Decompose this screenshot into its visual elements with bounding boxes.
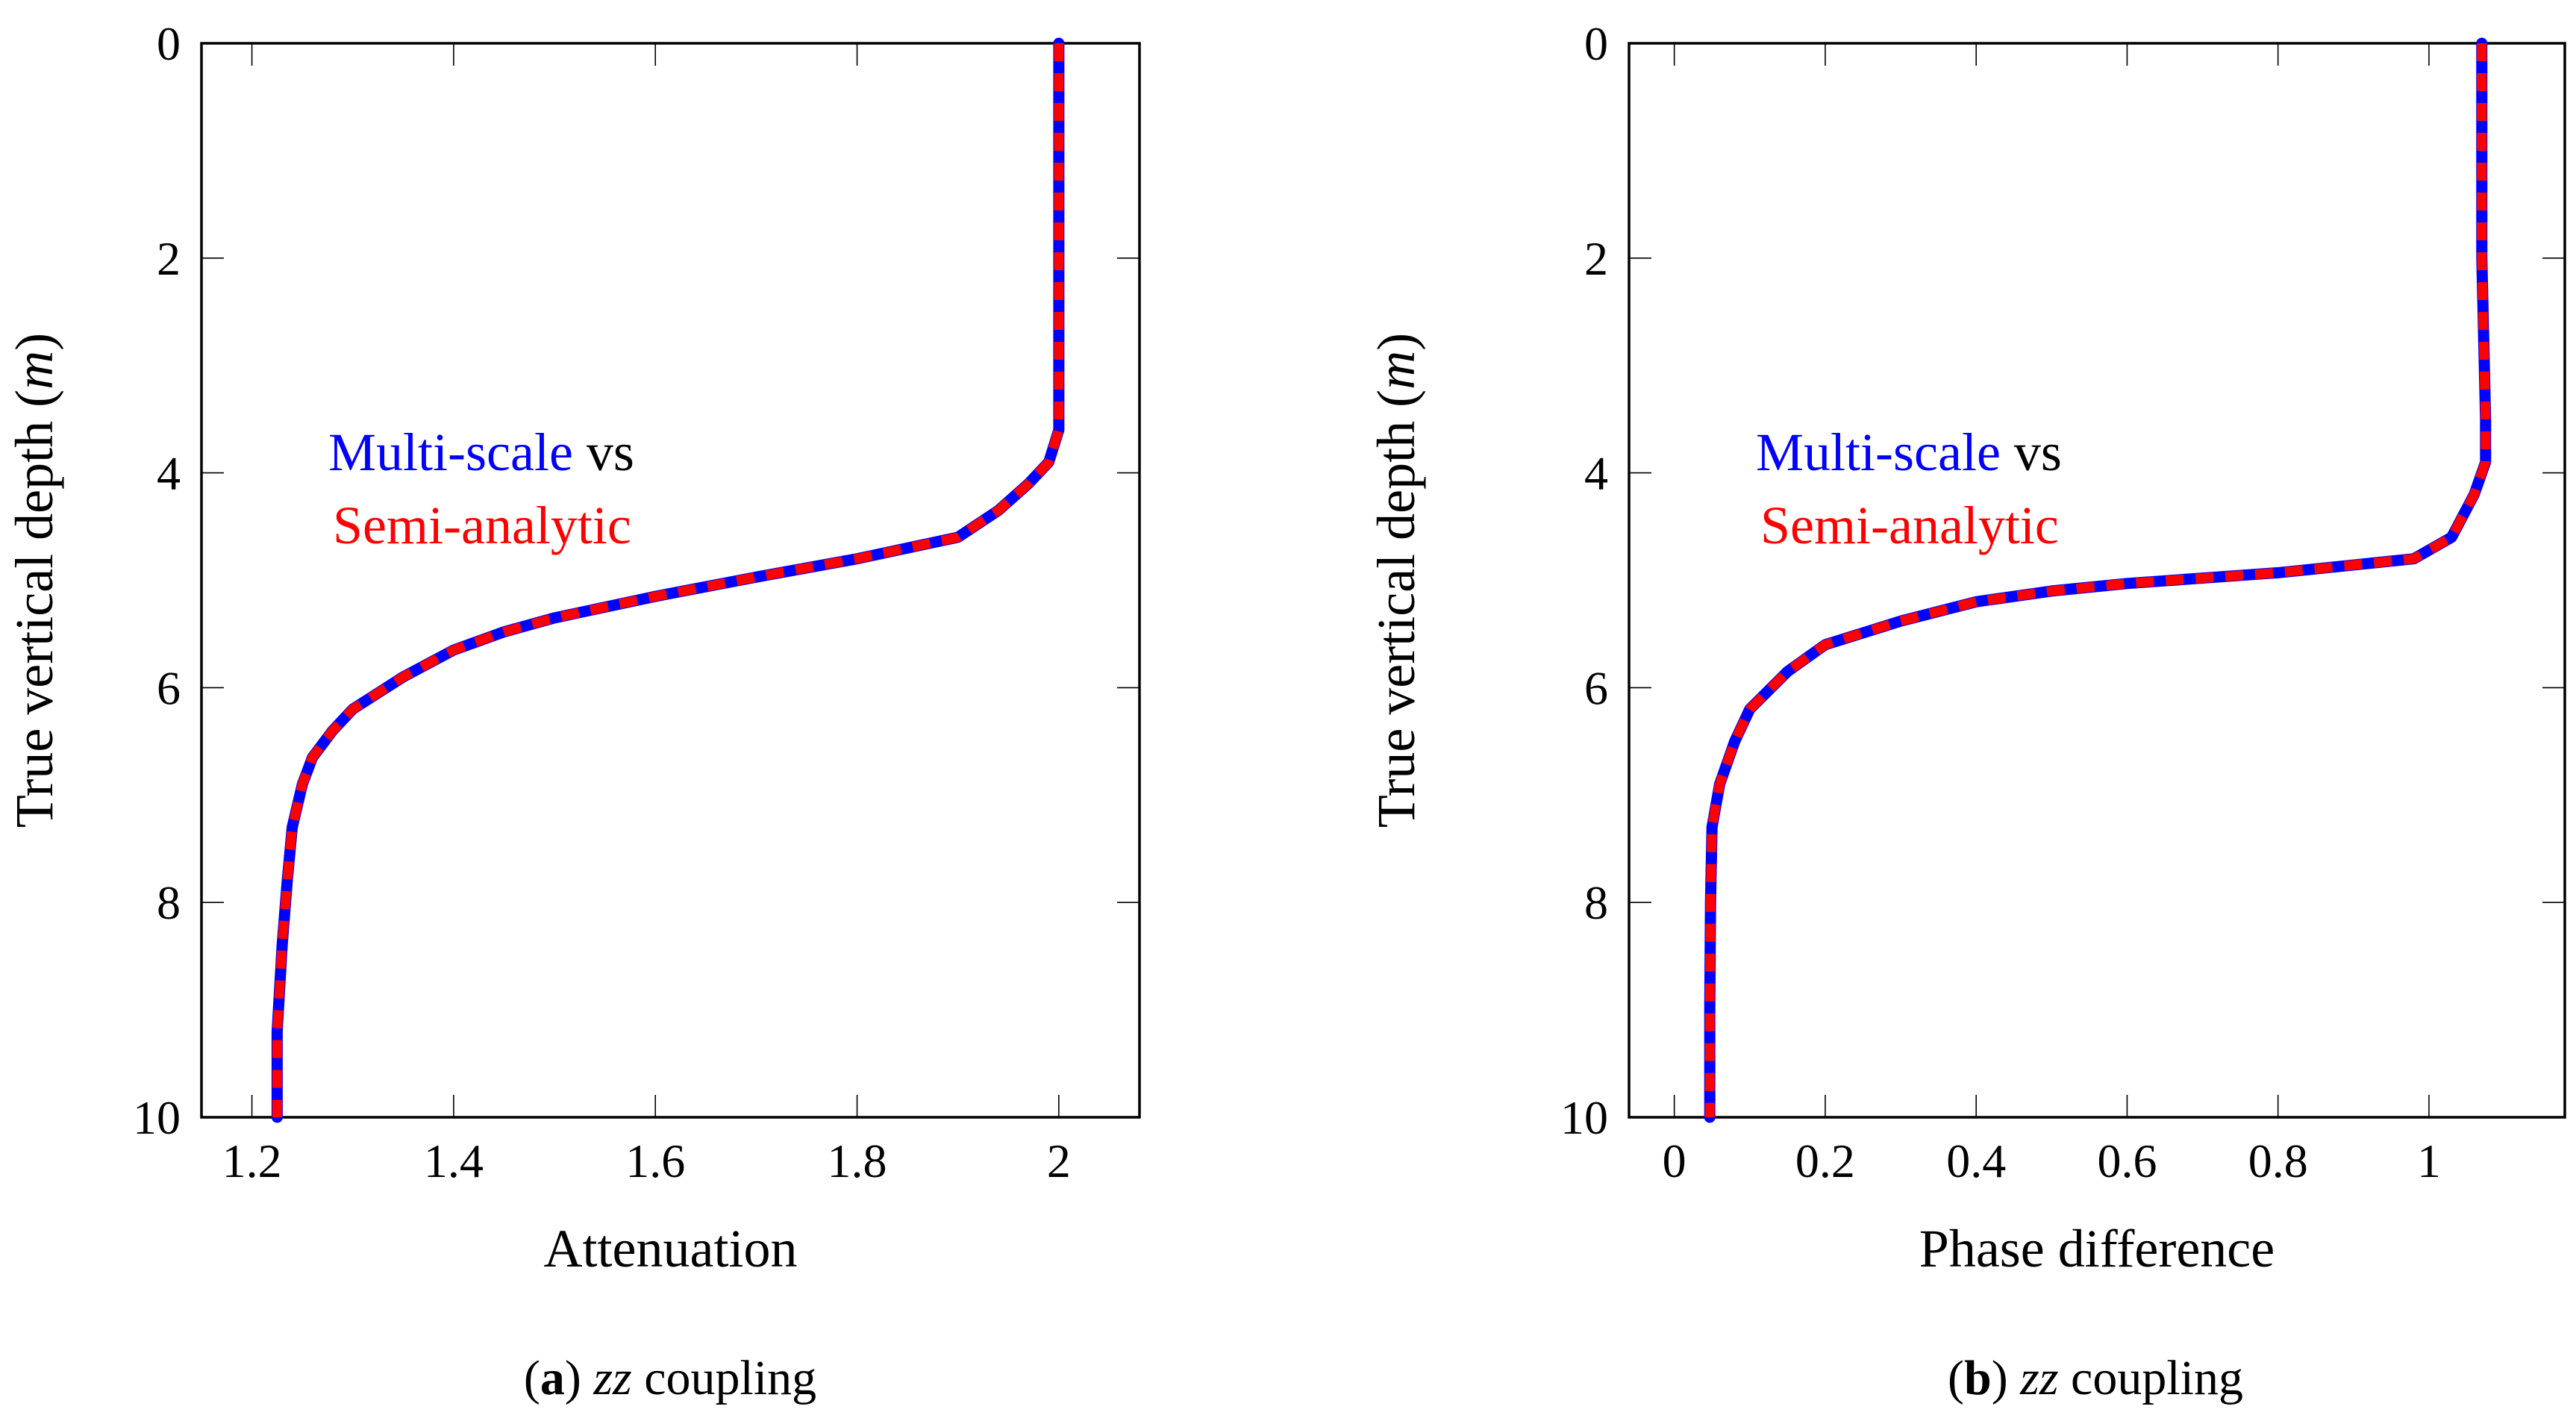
- series-multi-scale-line: [271, 37, 1065, 1123]
- x-axis-label: Attenuation: [544, 1219, 798, 1278]
- caption-close-paren: ): [565, 1351, 593, 1405]
- legend-connector: vs: [2001, 422, 2062, 482]
- x-tick-label: 1.8: [828, 1134, 887, 1187]
- y-tick-label: 8: [157, 876, 181, 929]
- legend-series-2: Semi-analytic: [1760, 496, 2059, 555]
- x-axis-label: Phase difference: [1919, 1219, 2275, 1278]
- caption-space: [2059, 1351, 2072, 1405]
- y-axis-label-text: True vertical depth (: [4, 390, 64, 828]
- subfigure-caption: (b) zz coupling: [1948, 1351, 2243, 1405]
- x-tick-label: 0.6: [2097, 1134, 2157, 1187]
- panel-a: 1.2 1.4 1.6 1.8 2 0 2 4 6 8 10 Attenuation True vert…: [4, 17, 1141, 1405]
- y-tick-label: 0: [157, 17, 181, 70]
- caption-space: [632, 1351, 645, 1405]
- x-tick-label: 0.2: [1795, 1134, 1855, 1187]
- y-tick-label: 10: [1560, 1091, 1608, 1144]
- caption-close-paren: ): [1992, 1351, 2020, 1405]
- legend-series-1: Multi-scale: [328, 422, 573, 482]
- caption-coupling: zz: [593, 1351, 631, 1405]
- series-multi-scale-line: [1704, 37, 2492, 1123]
- y-axis-label-text: True vertical depth (: [1366, 390, 1426, 828]
- x-tick-label: 0: [1663, 1134, 1686, 1187]
- y-axis-label-unit: m: [4, 351, 64, 390]
- caption-letter: a: [540, 1351, 565, 1405]
- x-tick-label: 0.8: [2248, 1134, 2308, 1187]
- y-tick-label: 6: [157, 661, 181, 714]
- x-tick-label: 1: [2417, 1134, 2441, 1187]
- y-axis-label: True vertical depth (m): [4, 333, 64, 828]
- y-tick-label: 8: [1584, 876, 1608, 929]
- legend-line-2: Semi-analytic: [333, 496, 631, 555]
- x-tick-label: 1.6: [625, 1134, 685, 1187]
- y-tick-label: 2: [157, 232, 181, 285]
- y-tick-label: 10: [133, 1091, 181, 1144]
- series-semi-analytic-line: [1704, 43, 2491, 1117]
- y-tick-label: 0: [1584, 17, 1608, 70]
- y-tick-label: 4: [1584, 447, 1608, 500]
- legend-connector: vs: [573, 422, 634, 482]
- legend-line-1: Multi-scale vs: [328, 422, 634, 482]
- series-semi-analytic-line: [272, 43, 1064, 1117]
- y-axis-label: True vertical depth (m): [1366, 333, 1426, 828]
- x-tick-label: 1.4: [424, 1134, 484, 1187]
- y-axis-label-unit: m: [1366, 351, 1426, 390]
- legend-series-1: Multi-scale: [1756, 422, 2001, 482]
- y-axis-label-close: ): [1366, 333, 1426, 351]
- y-tick-label: 6: [1584, 661, 1608, 714]
- caption-text: coupling: [644, 1351, 816, 1405]
- plot-frame: [200, 42, 1141, 1119]
- legend-series-2: Semi-analytic: [333, 496, 631, 555]
- y-tick-label: 4: [157, 447, 181, 500]
- subfigure-caption: (a) zz coupling: [524, 1351, 816, 1405]
- x-tick-label: 2: [1047, 1134, 1071, 1187]
- y-tick-label: 2: [1584, 232, 1608, 285]
- plot-frame: [1628, 42, 2566, 1119]
- caption-open-paren: (: [524, 1351, 540, 1405]
- legend-line-1: Multi-scale vs: [1756, 422, 2062, 482]
- x-tick-label: 0.4: [1946, 1134, 2006, 1187]
- caption-coupling: zz: [2019, 1351, 2058, 1405]
- legend-line-2: Semi-analytic: [1760, 496, 2059, 555]
- caption-letter: b: [1964, 1351, 1992, 1405]
- x-tick-label: 1.2: [222, 1134, 282, 1187]
- caption-open-paren: (: [1948, 1351, 1964, 1405]
- caption-text: coupling: [2071, 1351, 2243, 1405]
- y-axis-label-close: ): [4, 333, 64, 351]
